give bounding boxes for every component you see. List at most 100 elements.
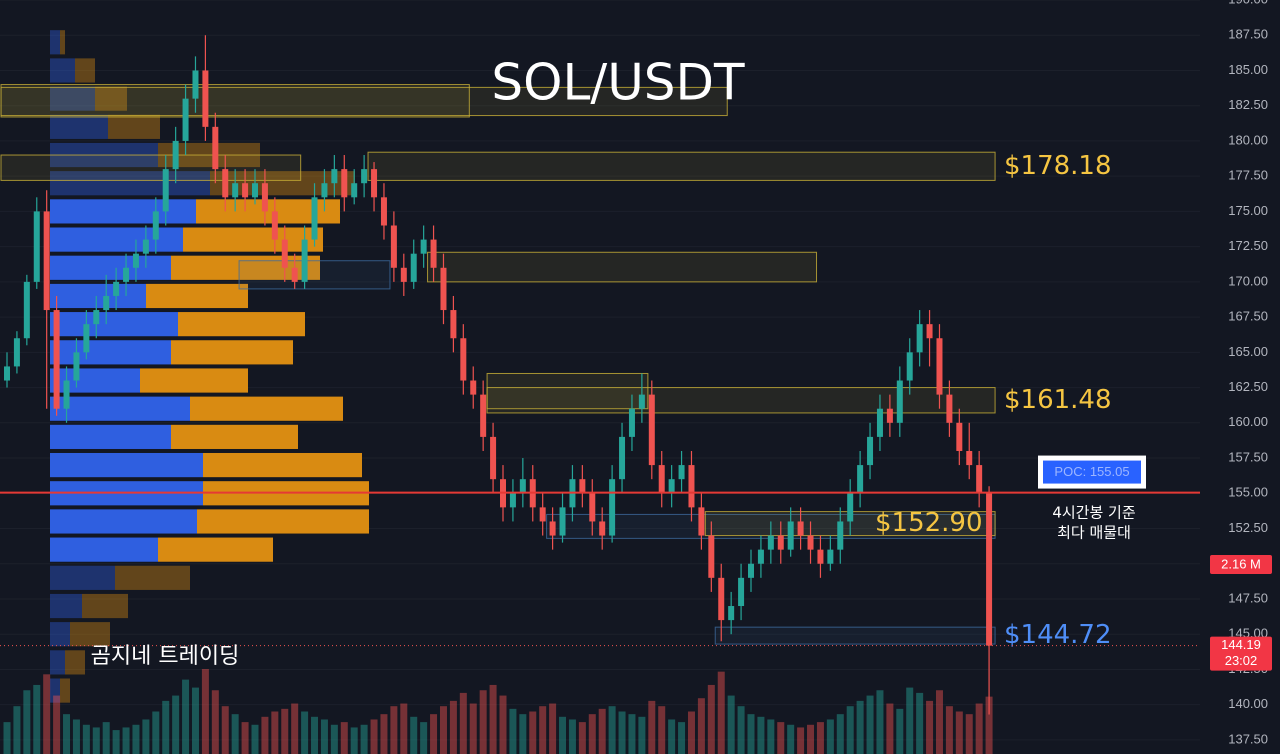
volume-bar: [370, 719, 378, 754]
candle-body: [896, 380, 903, 423]
volume-bar: [251, 724, 259, 754]
volume-bar: [102, 722, 110, 754]
volume-bar: [856, 700, 864, 754]
profile-buy: [50, 58, 75, 83]
y-tick-label: 190.00: [1228, 0, 1268, 6]
volume-bar: [191, 687, 199, 754]
y-tick-label: 140.00: [1228, 696, 1268, 711]
profile-sell: [203, 452, 362, 478]
candle-body: [628, 408, 635, 437]
volume-bar: [559, 716, 567, 754]
volume-bar: [896, 708, 904, 754]
profile-buy: [50, 593, 82, 619]
zone-label: $144.72: [1004, 620, 1112, 650]
volume-bar: [945, 706, 953, 754]
volume-bar: [410, 716, 418, 754]
volume-bar: [311, 716, 319, 754]
candle-body: [509, 493, 516, 508]
profile-sell: [171, 424, 298, 449]
y-tick-label: 175.00: [1228, 203, 1268, 218]
volume-bar: [628, 714, 636, 754]
volume-bar: [211, 690, 219, 754]
volume-bar: [598, 708, 606, 754]
candle-body: [807, 535, 814, 550]
volume-bar: [53, 695, 61, 754]
volume-bar: [340, 722, 348, 754]
candle-body: [728, 606, 735, 621]
volume-bar: [350, 727, 358, 754]
candle-body: [420, 239, 427, 254]
volume-bar: [92, 727, 100, 754]
candle-body: [281, 239, 288, 268]
profile-buy: [50, 114, 108, 139]
volume-bar: [33, 684, 41, 754]
candle-body: [192, 70, 199, 99]
volume-bar: [231, 714, 239, 754]
y-tick-label: 172.50: [1228, 238, 1268, 253]
candle-body: [490, 436, 497, 480]
y-tick-label: 157.50: [1228, 449, 1268, 464]
y-tick-label: 152.50: [1228, 520, 1268, 535]
candle-body: [579, 479, 586, 494]
volume-bar: [23, 690, 31, 754]
candle-body: [946, 394, 953, 423]
volume-bar: [549, 703, 557, 754]
y-tick-label: 185.00: [1228, 62, 1268, 77]
candle-body: [43, 211, 50, 311]
candle-body: [648, 394, 655, 466]
candle-body: [371, 169, 378, 198]
candle-body: [460, 338, 467, 381]
candle-body: [152, 211, 159, 240]
volume-bar: [439, 706, 447, 754]
zone: [486, 387, 996, 414]
candle-body: [53, 310, 60, 409]
candle-body: [738, 577, 745, 607]
candle-body: [539, 507, 546, 522]
candle-body: [271, 211, 278, 240]
candle-body: [410, 253, 417, 282]
volume-bar: [816, 722, 824, 754]
volume-bar: [420, 722, 428, 754]
candle-body: [936, 338, 943, 395]
volume-bar: [529, 711, 537, 754]
volume-bar: [846, 706, 854, 754]
volume-bar: [906, 687, 914, 754]
candle-body: [976, 465, 983, 494]
y-tick-label: 137.50: [1228, 731, 1268, 746]
chart-title: SOL/USDT: [491, 54, 745, 112]
candle-body: [33, 211, 40, 282]
volume-bar: [737, 706, 745, 754]
candle-body: [658, 465, 665, 494]
candle-body: [668, 479, 675, 494]
watermark: 곰지네 트레이딩: [91, 644, 240, 669]
volume-bar: [281, 708, 289, 754]
volume-bar: [459, 692, 467, 754]
volume-bar: [241, 722, 249, 754]
volume-bar: [261, 716, 269, 754]
y-tick-label: 165.00: [1228, 344, 1268, 359]
candle-body: [341, 169, 348, 198]
volume-bar: [291, 703, 299, 754]
profile-sell: [115, 565, 190, 590]
volume-bar: [955, 711, 963, 754]
y-tick-label: 182.50: [1228, 97, 1268, 112]
profile-sell: [197, 509, 369, 534]
volume-bar: [112, 730, 120, 754]
y-tick-label: 167.50: [1228, 309, 1268, 324]
zone: [714, 626, 996, 645]
candle-body: [708, 535, 715, 578]
profile-buy: [50, 650, 65, 675]
profile-buy: [50, 312, 178, 337]
candle-body: [63, 380, 70, 409]
candle-body: [123, 267, 130, 282]
zone: [0, 154, 302, 181]
volume-bar: [499, 695, 507, 754]
candle-body: [212, 126, 219, 170]
profile-buy: [50, 509, 197, 534]
zone: [0, 84, 470, 118]
y-tick-label: 170.00: [1228, 273, 1268, 288]
candle-body: [202, 70, 209, 127]
candle-body: [827, 549, 834, 564]
volume-bar: [539, 706, 547, 754]
